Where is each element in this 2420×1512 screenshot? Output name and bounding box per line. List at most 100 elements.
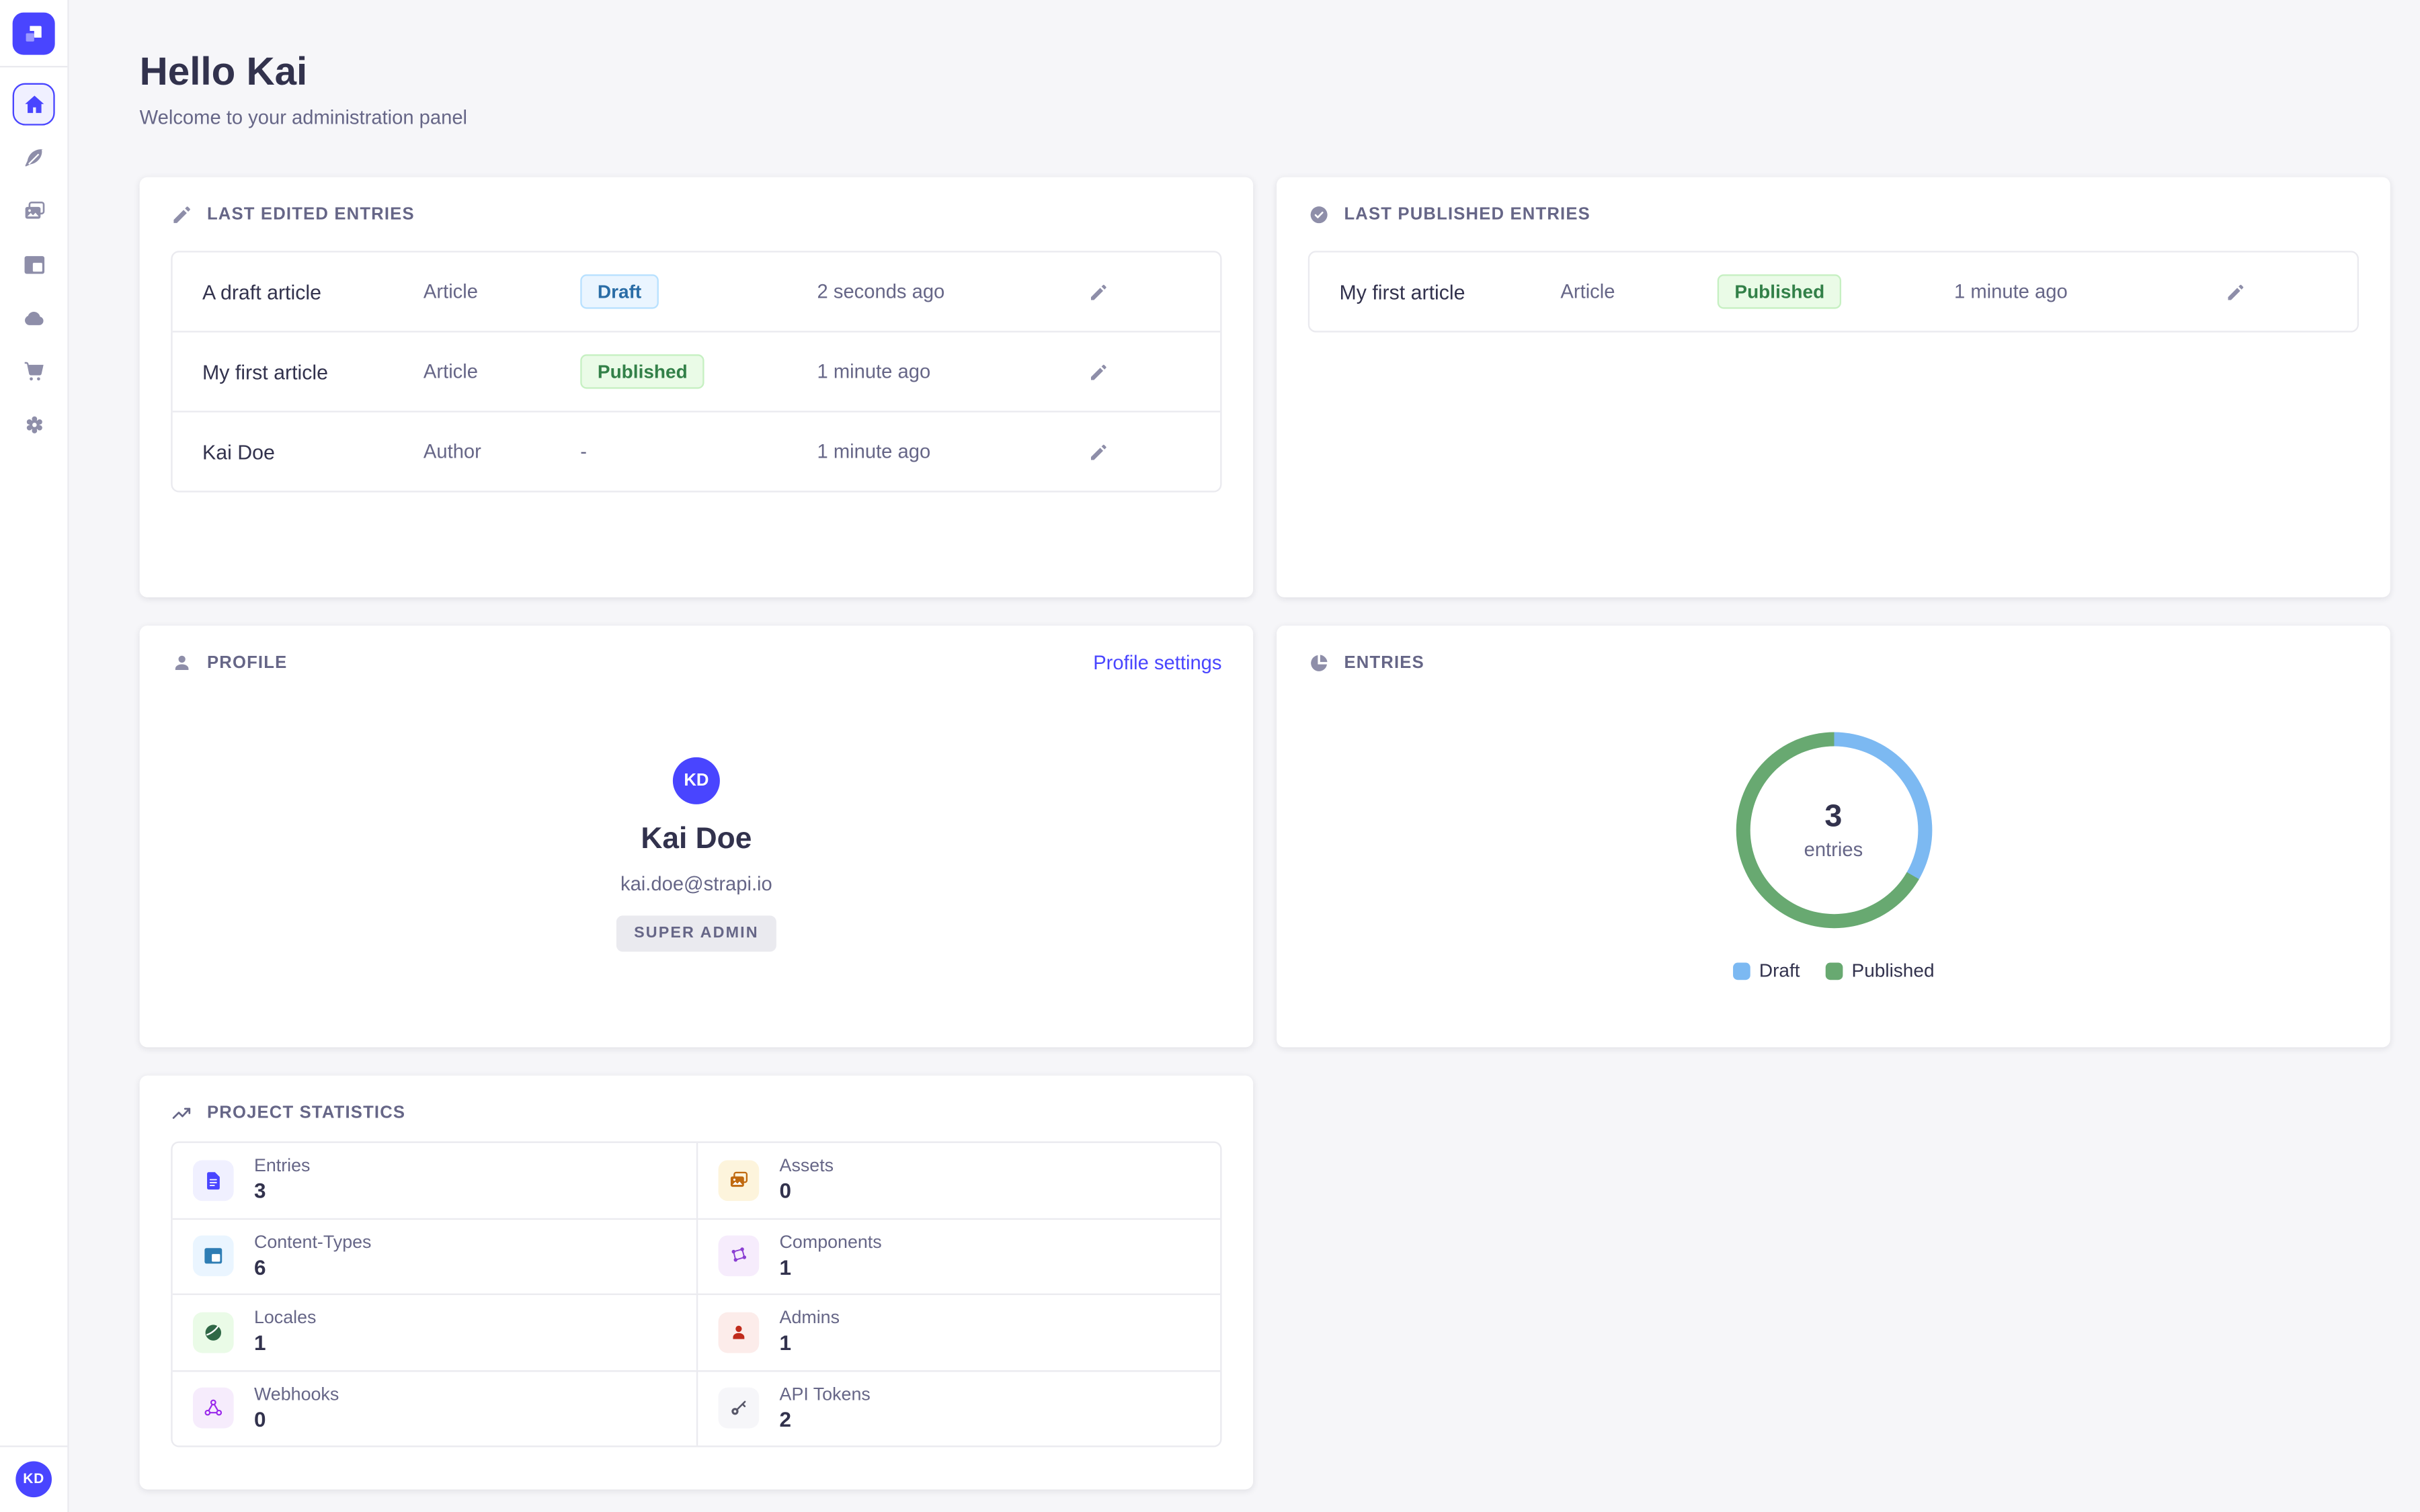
sidebar-item-home[interactable] (12, 83, 55, 126)
document-icon (206, 1171, 220, 1190)
pencil-icon (2228, 284, 2244, 300)
edit-entry-button[interactable] (1088, 442, 1108, 462)
dashboard-grid: LAST EDITED ENTRIES A draft article Arti… (139, 177, 2390, 1490)
stat-locales: Locales 1 (172, 1293, 696, 1370)
legend-item-published: Published (1824, 959, 1935, 982)
sidebar-nav (12, 83, 55, 446)
cloud-icon (24, 310, 43, 325)
main-content: Hello Kai Welcome to your administration… (69, 0, 2420, 1512)
profile-body: KD Kai Doe kai.doe@strapi.io SUPER ADMIN (140, 757, 1254, 952)
stat-tile (192, 1236, 234, 1277)
card-title: ENTRIES (1344, 653, 1424, 673)
entry-name: A draft article (202, 280, 321, 304)
stat-admins: Admins 1 (696, 1293, 1221, 1370)
doughnut-chart-icon (1311, 655, 1328, 671)
stat-value: 1 (253, 1331, 266, 1355)
logo-area (0, 0, 68, 68)
published-swatch (1824, 962, 1843, 980)
entries-count-label: entries (1804, 839, 1863, 861)
stat-value: 3 (253, 1179, 266, 1204)
stat-tile (718, 1388, 760, 1429)
user-avatar[interactable]: KD (15, 1460, 52, 1497)
stat-value: 6 (253, 1255, 266, 1279)
last-edited-entries-card: LAST EDITED ENTRIES A draft article Arti… (139, 177, 1254, 597)
sidebar-item-settings[interactable] (13, 403, 55, 446)
stat-tile (192, 1388, 234, 1429)
status-badge: Draft (580, 274, 659, 309)
stat-tile (192, 1312, 234, 1353)
strapi-logo-icon (26, 25, 42, 41)
table-row[interactable]: A draft article Article Draft 2 seconds … (173, 253, 1221, 331)
stat-label: Locales (253, 1309, 317, 1329)
edit-entry-button[interactable] (1088, 282, 1108, 302)
strapi-logo[interactable] (12, 11, 55, 54)
pencil-icon (1090, 284, 1106, 300)
entries-chart-card: ENTRIES 3 entries Draft (1277, 625, 2390, 1048)
webhook-icon (204, 1400, 223, 1417)
entry-name: Kai Doe (202, 439, 275, 464)
entries-count: 3 (1824, 799, 1843, 835)
card-header: PROJECT STATISTICS (140, 1076, 1254, 1142)
stat-value: 1 (779, 1255, 792, 1279)
media-icon (24, 200, 44, 219)
project-statistics-card: PROJECT STATISTICS Entries 3 Assets 0 Cont… (139, 1075, 1254, 1490)
pencil-icon (1090, 444, 1106, 460)
feather-icon (24, 147, 44, 167)
entry-kind: Article (423, 360, 478, 383)
card-header: ENTRIES (1277, 626, 2390, 691)
stat-tile (192, 1159, 234, 1201)
layout-icon (204, 1248, 223, 1264)
stat-api-tokens: API Tokens 2 (696, 1369, 1221, 1446)
molecule-icon (731, 1247, 748, 1263)
home-icon (24, 95, 44, 112)
card-header: LAST EDITED ENTRIES (140, 177, 1254, 243)
stat-label: API Tokens (779, 1385, 871, 1404)
sidebar-item-media-library[interactable] (13, 190, 55, 232)
key-icon (730, 1401, 746, 1417)
last-published-entries-card: LAST PUBLISHED ENTRIES My first article … (1277, 177, 2390, 597)
stat-value: 1 (779, 1331, 792, 1355)
profile-email: kai.doe@strapi.io (620, 873, 772, 896)
stat-value: 2 (779, 1407, 792, 1431)
sidebar-footer: KD (0, 1444, 68, 1512)
donut-chart-area: 3 entries Draft Published (1277, 732, 2390, 982)
table-row[interactable]: My first article Article Published 1 min… (1309, 253, 2357, 331)
globe-icon (204, 1323, 223, 1341)
chart-legend: Draft Published (1732, 959, 1935, 982)
profile-settings-link[interactable]: Profile settings (1093, 652, 1222, 675)
sidebar-item-content-type-builder[interactable] (13, 243, 55, 286)
sidebar-item-content-manager[interactable] (13, 136, 55, 179)
sidebar: KD (0, 0, 69, 1512)
legend-label: Draft (1759, 959, 1800, 982)
entry-name: My first article (202, 360, 329, 384)
sidebar-item-deploy[interactable] (13, 296, 55, 339)
pencil-icon (173, 206, 190, 223)
stats-table: Entries 3 Assets 0 Content-Types 6 Componen… (171, 1141, 1222, 1447)
edit-entry-button[interactable] (1088, 362, 1108, 382)
stat-tile (718, 1236, 760, 1277)
card-title: LAST PUBLISHED ENTRIES (1344, 205, 1590, 224)
stat-value: 0 (779, 1179, 792, 1204)
stat-label: Webhooks (253, 1385, 339, 1404)
cart-icon (24, 361, 43, 380)
donut-center: 3 entries (1749, 746, 1918, 915)
edit-entry-button[interactable] (2226, 282, 2246, 302)
sidebar-item-marketplace[interactable] (13, 349, 55, 392)
layout-icon (24, 255, 44, 274)
person-icon (733, 1325, 745, 1339)
check-circle-icon (1309, 205, 1328, 224)
entry-time: 1 minute ago (1954, 280, 2068, 303)
entries-table: A draft article Article Draft 2 seconds … (171, 251, 1222, 493)
entry-kind: Article (1560, 280, 1615, 303)
card-header: LAST PUBLISHED ENTRIES (1277, 177, 2390, 243)
pictures-icon (729, 1171, 748, 1187)
table-row[interactable]: My first article Article Published 1 min… (172, 331, 1221, 411)
stat-label: Admins (779, 1309, 840, 1329)
status-badge: Published (580, 354, 705, 389)
table-row[interactable]: Kai Doe Author - 1 minute ago (172, 411, 1221, 491)
legend-label: Published (1851, 959, 1935, 982)
pencil-icon (1090, 364, 1106, 380)
entries-donut: 3 entries (1735, 732, 1932, 929)
profile-avatar: KD (672, 757, 720, 804)
